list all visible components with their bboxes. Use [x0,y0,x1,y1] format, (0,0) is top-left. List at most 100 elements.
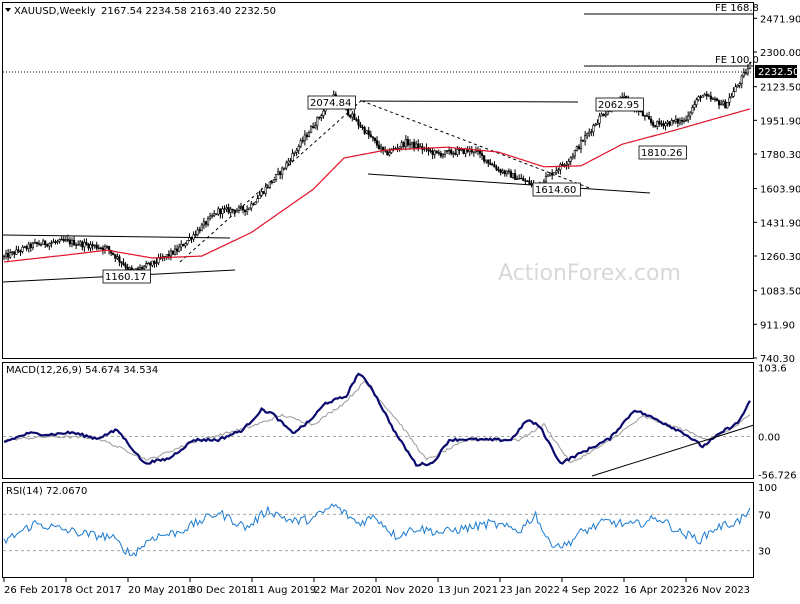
candle-body [272,179,276,183]
candle-body [730,96,733,99]
candle-body [219,208,222,215]
candle-body [27,243,30,250]
date-tick-label: 30 Dec 2018 [190,585,254,596]
macd-tick-label: 103.6 [758,363,787,374]
candle-body [596,122,599,125]
label-2062: 2062.95 [598,100,639,111]
candle-body [85,242,88,245]
candle-body [478,150,482,154]
candle-body [464,148,467,154]
candle-body [571,155,574,159]
candle-body [573,150,576,157]
dropdown-triangle-icon[interactable] [5,8,11,12]
candle-body [647,116,651,120]
candle-body [567,161,570,165]
candle-body [237,206,241,211]
candle-body [293,151,296,154]
candle-body [641,111,644,117]
sma-line [3,108,751,263]
candle-body [557,169,560,172]
candle-body [250,203,253,209]
candle-body [371,136,374,139]
price-tick-label: 2471.90 [760,14,800,25]
candle-body [697,96,700,101]
candle-body [509,171,513,178]
candle-body [695,99,698,105]
candle-body [276,171,280,175]
candle-body [472,151,475,153]
fe-100-label: FE 100.0 [715,55,759,66]
rsi-axis: 100 70 30 [758,483,777,558]
candle-body [526,180,529,182]
candle-body [186,240,189,245]
candle-body [140,267,144,270]
rsi-tick-label: 100 [758,483,777,494]
macd-tick-label: 0.00 [758,433,780,444]
candle-body [262,191,265,194]
candle-body [312,126,315,129]
candle-body [246,209,249,213]
candle-body [120,261,123,264]
candle-body [565,163,568,166]
candle-body [64,239,67,242]
date-tick-label: 16 Apr 2023 [624,585,686,596]
candle-body [213,213,216,217]
candle-body [662,123,665,127]
candle-body [151,260,154,266]
candle-body [429,150,432,152]
candle-body [493,164,496,168]
label-1614: 1614.60 [535,185,576,196]
candle-body [450,149,453,154]
candle-body [349,114,352,118]
candle-body [501,170,504,173]
candle-body [415,143,418,148]
candle-body [670,120,673,126]
candle-body [604,113,607,116]
candle-body [305,134,309,137]
annotation-labels: FE 168.8 FE 100.0 2074.84 2062.95 1810.26 161… [102,3,759,284]
candle-body [454,152,457,155]
macd-panel-frame [2,362,754,479]
candle-body [456,149,459,155]
candle-body [254,201,257,205]
resistance-line [359,100,579,103]
candle-body [746,68,750,74]
support-line [367,173,651,194]
candle-body [687,115,690,121]
candle-body [19,250,22,253]
candle-body [402,142,405,147]
symbol-label: XAUUSD,Weekly [14,6,96,17]
candle-body [289,160,292,162]
candle-body [70,239,74,245]
candle-body [258,194,261,200]
candle-body [77,244,80,246]
candle-body [553,172,556,176]
candle-body [736,84,739,88]
candle-body [54,241,57,243]
candle-body [674,119,677,122]
candle-body [744,72,747,74]
candle-body [713,98,717,100]
date-tick-label: 20 May 2018 [128,585,193,596]
candle-body [320,115,323,118]
price-tick-label: 1431.90 [760,218,800,229]
candle-body [11,251,14,254]
candle-body [270,181,274,184]
candle-body [483,155,486,162]
candle-body [21,246,24,252]
candle-body [722,101,725,105]
candle-body [355,119,358,121]
candle-body [678,119,682,124]
candle-body [672,120,675,122]
candle-body [264,186,267,194]
candle-body [433,150,436,155]
candle-body [285,162,288,169]
candle-body [404,139,407,147]
candle-body [412,141,416,148]
candle-body [406,139,410,146]
candle-body [728,97,731,103]
candle-body [229,208,232,213]
candle-body [56,240,59,243]
candle-body [549,172,552,176]
